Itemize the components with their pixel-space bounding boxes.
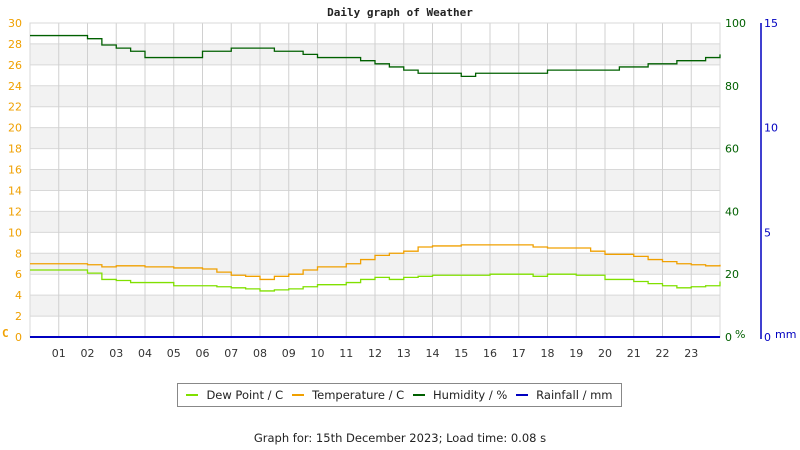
left-tick-label: 4 — [15, 289, 22, 302]
x-tick-label: 02 — [81, 347, 95, 360]
x-tick-label: 13 — [397, 347, 411, 360]
humidity-tick-label: 20 — [725, 268, 739, 281]
legend-item-temperature: Temperature / C — [292, 388, 404, 402]
x-tick-label: 05 — [167, 347, 181, 360]
left-tick-label: 0 — [15, 331, 22, 344]
chart-legend: Dew Point / C Temperature / C Humidity /… — [177, 383, 622, 407]
x-tick-label: 22 — [656, 347, 670, 360]
rainfall-tick-label: 5 — [764, 226, 771, 239]
legend-item-rainfall: Rainfall / mm — [516, 388, 613, 402]
x-tick-label: 11 — [339, 347, 353, 360]
x-tick-label: 17 — [512, 347, 526, 360]
humidity-tick-label: 40 — [725, 205, 739, 218]
humidity-tick-label: 80 — [725, 80, 739, 93]
left-tick-label: 2 — [15, 310, 22, 323]
legend-label: Temperature / C — [312, 388, 405, 402]
x-tick-label: 07 — [224, 347, 238, 360]
rainfall-swatch-icon — [516, 394, 529, 396]
left-tick-label: 16 — [8, 164, 22, 177]
x-tick-label: 01 — [52, 347, 66, 360]
temperature-swatch-icon — [292, 394, 305, 396]
legend-label: Dew Point / C — [206, 388, 284, 402]
x-tick-label: 03 — [109, 347, 123, 360]
x-tick-label: 18 — [541, 347, 555, 360]
left-tick-label: 14 — [8, 184, 22, 197]
x-tick-label: 08 — [253, 347, 267, 360]
left-tick-label: 20 — [8, 122, 22, 135]
humidity-swatch-icon — [413, 394, 426, 396]
left-tick-label: 26 — [8, 59, 22, 72]
rainfall-tick-label: 15 — [764, 17, 778, 30]
x-tick-label: 20 — [598, 347, 612, 360]
humidity-axis-unit: % — [735, 328, 745, 341]
left-tick-label: 22 — [8, 101, 22, 114]
left-tick-label: 30 — [8, 17, 22, 30]
x-tick-label: 21 — [627, 347, 641, 360]
x-tick-label: 04 — [138, 347, 152, 360]
weather-chart: 01 02 03 04 05 06 07 08 09 10 11 12 13 14 15 16 17 18 19 20… — [2, 17, 796, 360]
dew-point-swatch-icon — [186, 394, 199, 396]
humidity-line — [30, 34, 721, 78]
left-tick-label: 12 — [8, 205, 22, 218]
left-tick-label: 10 — [8, 226, 22, 239]
chart-title: Daily graph of Weather — [327, 6, 473, 19]
x-tick-label: 10 — [311, 347, 325, 360]
legend-label: Rainfall / mm — [536, 388, 613, 402]
x-tick-label: 14 — [426, 347, 440, 360]
legend-label: Humidity / % — [433, 388, 508, 402]
left-tick-label: 28 — [8, 38, 22, 51]
legend-item-humidity: Humidity / % — [413, 388, 507, 402]
x-tick-label: 06 — [196, 347, 210, 360]
humidity-tick-label: 60 — [725, 143, 739, 156]
left-tick-label: 6 — [15, 268, 22, 281]
x-tick-label: 23 — [684, 347, 698, 360]
x-tick-label: 15 — [454, 347, 468, 360]
x-tick-label: 09 — [282, 347, 296, 360]
rainfall-tick-label: 10 — [764, 122, 778, 135]
x-tick-label: 19 — [569, 347, 583, 360]
x-tick-label: 12 — [368, 347, 382, 360]
graph-footer: Graph for: 15th December 2023; Load time… — [253, 431, 547, 445]
left-tick-label: 8 — [15, 247, 22, 260]
left-axis-unit: C — [2, 327, 9, 340]
x-tick-label: 16 — [483, 347, 497, 360]
humidity-tick-label: 0 — [725, 331, 732, 344]
rainfall-tick-label: 0 — [764, 331, 771, 344]
humidity-tick-label: 100 — [725, 17, 746, 30]
temperature-line — [30, 244, 721, 281]
left-tick-label: 18 — [8, 143, 22, 156]
left-tick-label: 24 — [8, 80, 22, 93]
legend-item-dew-point: Dew Point / C — [186, 388, 283, 402]
dew-point-line — [30, 269, 721, 292]
rainfall-axis-unit: mm — [775, 328, 796, 341]
